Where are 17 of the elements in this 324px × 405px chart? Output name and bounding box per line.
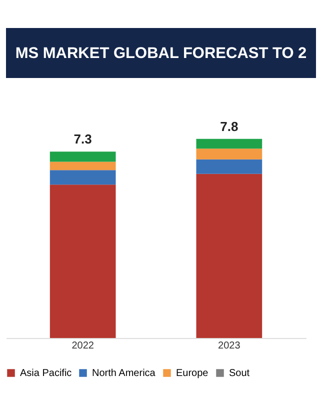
bar [196, 138, 262, 149]
x-tick-label: 2022 [72, 340, 94, 352]
bar [50, 152, 116, 162]
bar [196, 148, 262, 160]
legend-label: Europe [176, 368, 209, 379]
bar [196, 174, 262, 338]
legend-label: Asia Pacific [20, 368, 72, 379]
legend-label: Sout [229, 368, 250, 379]
annotation: 7.8 [220, 118, 238, 134]
x-tick-label: 2023 [218, 340, 241, 352]
bar [50, 162, 116, 170]
chart-title: MS MARKET GLOBAL FORECAST TO 2 [15, 45, 307, 62]
annotation: 7.3 [74, 132, 92, 147]
bar [50, 170, 116, 185]
legend-label: North America [92, 368, 156, 379]
bar [50, 184, 116, 338]
bar [196, 159, 262, 174]
